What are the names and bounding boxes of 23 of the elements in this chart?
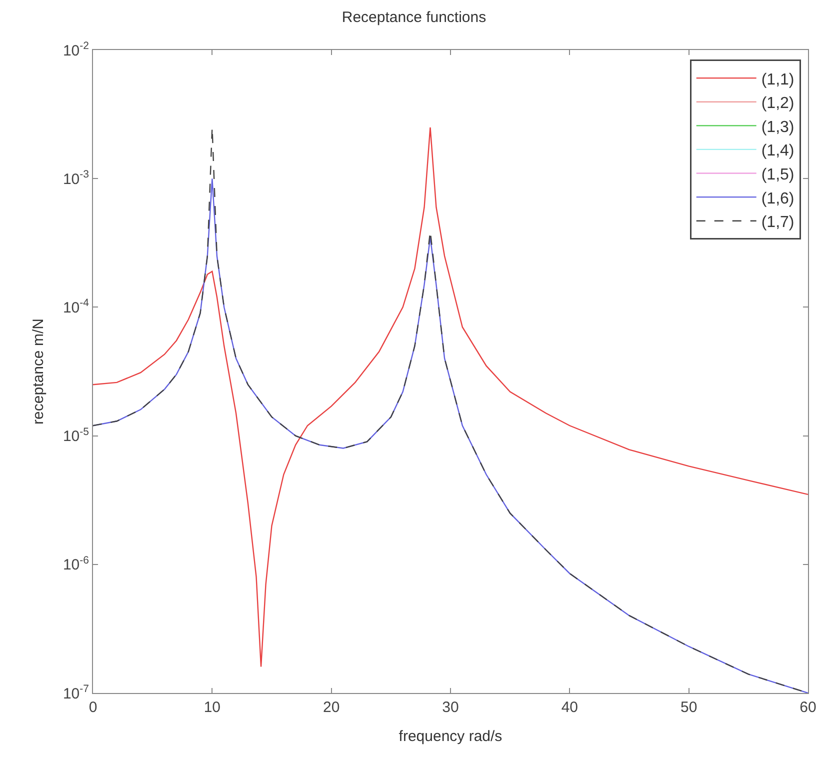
y-tick-label: 10$^{-4}$ — [62, 297, 90, 316]
legend-label: (1,7) — [761, 214, 794, 232]
y-tick-label: 10$^{-3}$ — [62, 168, 90, 188]
y-tick-label: 10$^{-5}$ — [62, 426, 90, 446]
x-tick-label: 30 — [442, 699, 459, 716]
x-tick-label: 60 — [800, 699, 816, 716]
y-tick-label: 10$^{-6}$ — [62, 554, 90, 574]
y-tick-label: 10$^{-2}$ — [62, 40, 90, 60]
legend-label: (1,5) — [761, 166, 794, 184]
x-tick-label: 20 — [322, 699, 340, 716]
x-axis-title: frequency rad/s — [398, 728, 502, 745]
x-tick-label: 0 — [88, 699, 98, 716]
legend-label: (1,6) — [761, 190, 794, 208]
legend-label: (1,3) — [761, 118, 794, 136]
legend-label: (1,4) — [761, 142, 794, 160]
y-axis-title: receptance m/N — [30, 318, 48, 424]
x-tick-label: 10 — [204, 699, 221, 716]
legend-label: (1,2) — [761, 95, 794, 112]
chart-title: Receptance functions — [342, 8, 486, 26]
y-tick-label: 10$^{-7}$ — [62, 682, 90, 702]
x-tick-label: 40 — [561, 699, 578, 716]
legend-label: (1,1) — [761, 71, 794, 88]
x-tick-label: 50 — [680, 699, 698, 716]
